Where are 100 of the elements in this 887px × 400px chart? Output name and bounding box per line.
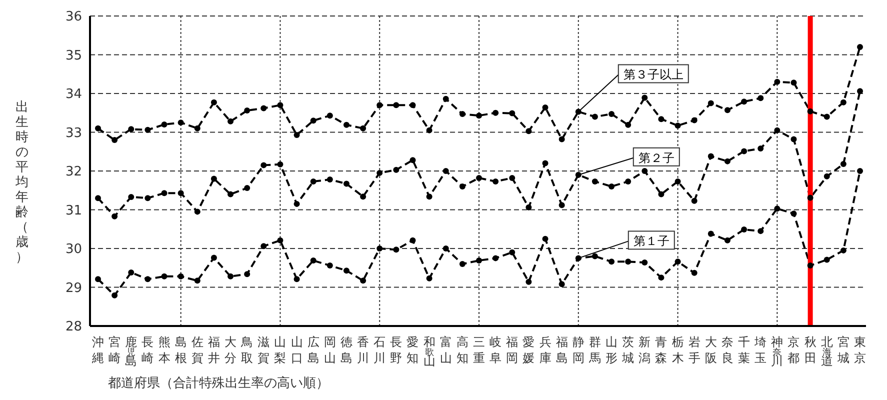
- point: [758, 228, 764, 234]
- point: [360, 125, 366, 132]
- x-tick-label: 茨城: [621, 335, 634, 365]
- x-tick-label: 宮崎: [108, 335, 121, 365]
- point: [360, 278, 366, 284]
- x-tick-label: 大分: [224, 335, 237, 365]
- x-tick-label: 滋賀: [258, 335, 270, 365]
- point: [210, 99, 217, 106]
- x-tick-label: 群馬: [588, 335, 601, 365]
- point: [824, 114, 830, 120]
- x-tick-label: 富山: [440, 335, 452, 365]
- x-axis-title: 都道府県（合計特殊出生率の高い順）: [108, 375, 329, 392]
- point: [476, 258, 482, 264]
- point: [476, 112, 482, 119]
- x-tick-label: 青森: [655, 335, 668, 365]
- y-tick-label: 31: [65, 203, 82, 218]
- point: [228, 118, 234, 124]
- x-tick-label: 福岡: [506, 335, 518, 365]
- point: [128, 194, 134, 200]
- point: [642, 168, 648, 174]
- text: 出生時の平均年齢（歳）: [16, 100, 28, 265]
- series-label: 第３子以上: [623, 68, 684, 82]
- x-tick-label: 鹿児島: [125, 335, 138, 368]
- point: [840, 161, 846, 168]
- point: [310, 178, 316, 184]
- point: [410, 237, 416, 244]
- point: [244, 185, 250, 192]
- point: [807, 194, 814, 201]
- point: [144, 195, 151, 202]
- point: [708, 153, 714, 160]
- point: [178, 120, 184, 126]
- point: [774, 206, 780, 212]
- point: [774, 78, 780, 85]
- point: [724, 107, 730, 114]
- x-tick-label: 宮城: [836, 335, 850, 365]
- point: [376, 246, 383, 252]
- point: [326, 262, 333, 269]
- point: [824, 173, 830, 180]
- series-label: 第１子: [633, 234, 670, 248]
- point: [492, 255, 499, 262]
- x-tick-label: 香川: [357, 335, 370, 365]
- x-tick-label: 京都: [788, 335, 800, 365]
- x-tick-label: 岐阜: [490, 335, 502, 365]
- point: [509, 249, 516, 256]
- point: [608, 258, 615, 265]
- point: [558, 136, 565, 142]
- x-tick-label: 岩手: [688, 335, 700, 365]
- y-tick-label: 34: [65, 87, 82, 102]
- x-tick-label: 兵庫: [539, 335, 552, 365]
- y-tick-label: 30: [65, 242, 82, 258]
- x-tick-label: 鳥取: [240, 335, 254, 365]
- point: [161, 122, 168, 128]
- point: [558, 281, 565, 288]
- point: [857, 168, 863, 174]
- point: [741, 98, 748, 105]
- point: [161, 273, 168, 280]
- point: [410, 157, 416, 164]
- point: [526, 278, 532, 285]
- point: [724, 237, 730, 244]
- x-tick-label: 山形: [606, 335, 618, 365]
- point: [210, 176, 217, 182]
- point: [459, 111, 466, 118]
- point: [526, 128, 532, 134]
- point: [642, 259, 648, 266]
- point: [840, 99, 846, 106]
- point: [542, 160, 548, 166]
- point: [691, 198, 698, 204]
- point: [343, 268, 350, 274]
- x-tick-label: 沖縄: [91, 335, 104, 365]
- point: [542, 104, 548, 110]
- point: [426, 127, 432, 134]
- point: [260, 243, 267, 250]
- x-tick-label: 長野: [390, 335, 402, 365]
- x-tick-label: 徳島: [340, 335, 352, 365]
- point: [840, 247, 846, 254]
- series-label: 第２子: [638, 150, 674, 165]
- x-tick-label: 高知: [456, 335, 468, 365]
- x-tick-label: 佐賀: [191, 335, 204, 365]
- point: [592, 253, 598, 260]
- x-tick-label: 三重: [473, 335, 485, 365]
- point: [774, 127, 780, 134]
- point: [426, 275, 432, 282]
- point: [294, 276, 300, 282]
- point: [112, 137, 118, 143]
- y-tick-label: 28: [65, 320, 82, 335]
- x-tick-label: 北海道: [820, 335, 833, 368]
- x-tick-label: 岡山: [324, 335, 336, 365]
- point: [244, 108, 250, 114]
- x-tick-label: 大阪: [704, 335, 717, 365]
- point: [509, 110, 516, 116]
- point: [95, 125, 101, 132]
- point: [459, 184, 466, 190]
- point: [277, 102, 284, 108]
- point: [194, 278, 200, 284]
- x-tick-label: 山口: [290, 335, 303, 365]
- x-tick-label: 愛知: [406, 335, 419, 365]
- y-tick-label: 32: [65, 164, 82, 180]
- point: [410, 102, 416, 108]
- x-tick-label: 愛媛: [522, 335, 535, 365]
- point: [178, 273, 184, 280]
